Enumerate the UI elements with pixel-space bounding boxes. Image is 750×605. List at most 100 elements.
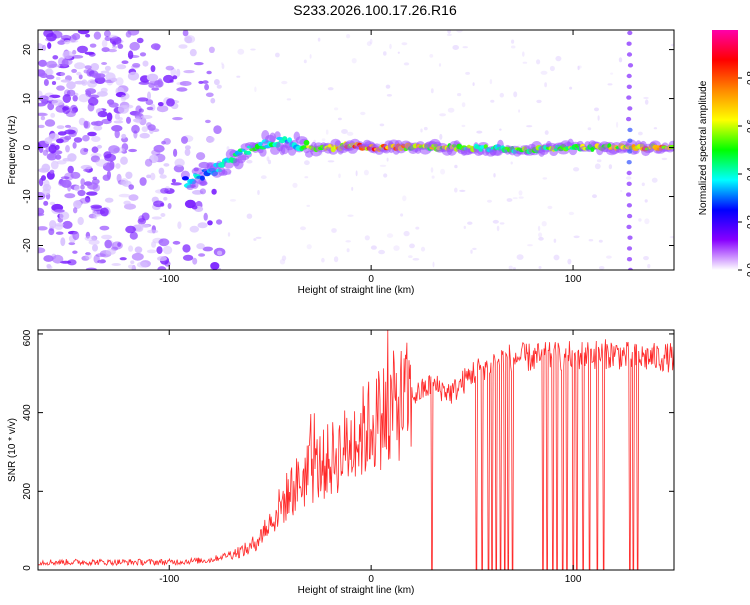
noise-blob: [64, 193, 76, 199]
noise-blob: [51, 81, 57, 85]
noise-blob: [286, 98, 292, 101]
noise-blob: [255, 236, 262, 239]
noise-blob: [573, 235, 580, 239]
noise-blob: [132, 63, 141, 68]
noise-blob: [46, 32, 57, 42]
noise-blob: [346, 131, 354, 136]
noise-blob: [118, 117, 123, 121]
noise-blob: [337, 117, 342, 121]
noise-blob: [60, 176, 70, 180]
spike-blob: [626, 52, 633, 57]
noise-blob: [99, 259, 106, 264]
noise-blob: [47, 96, 54, 102]
noise-blob: [472, 247, 477, 250]
noise-blob: [163, 245, 173, 255]
noise-blob: [60, 34, 72, 41]
noise-blob: [541, 221, 547, 227]
noise-blob: [490, 99, 495, 103]
noise-blob: [115, 91, 126, 98]
ridge-core: [287, 137, 292, 143]
noise-blob: [547, 205, 553, 210]
x-tick-label: 100: [565, 274, 582, 285]
noise-blob: [67, 259, 77, 266]
noise-blob: [145, 99, 154, 106]
noise-blob: [587, 127, 592, 131]
noise-blob: [553, 254, 560, 261]
noise-blob: [643, 256, 649, 261]
noise-blob: [116, 64, 127, 70]
noise-blob: [536, 59, 541, 65]
noise-blob: [73, 137, 83, 143]
colorbar-tick-label: 0.2: [746, 215, 750, 229]
noise-blob: [106, 112, 113, 122]
noise-blob: [108, 34, 118, 39]
noise-blob: [594, 163, 601, 170]
noise-blob: [638, 131, 643, 136]
noise-blob: [103, 151, 112, 159]
noise-blob: [100, 70, 110, 74]
noise-blob: [205, 92, 214, 98]
noise-blob: [327, 87, 334, 91]
noise-blob: [199, 188, 206, 195]
noise-blob: [121, 60, 129, 64]
noise-blob: [104, 65, 111, 71]
noise-blob: [202, 246, 213, 252]
noise-blob: [42, 188, 51, 196]
noise-blob: [526, 125, 533, 128]
noise-blob: [412, 258, 420, 261]
noise-blob: [111, 125, 123, 132]
noise-blob: [606, 255, 612, 259]
noise-blob: [512, 197, 518, 200]
noise-blob: [125, 171, 133, 179]
noise-blob: [549, 65, 555, 72]
noise-blob: [48, 228, 55, 236]
noise-blob: [74, 62, 86, 70]
noise-blob: [38, 145, 44, 153]
noise-blob: [55, 231, 64, 235]
noise-blob: [653, 127, 658, 130]
noise-blob: [346, 248, 350, 253]
noise-blob: [91, 136, 101, 142]
noise-blob: [46, 74, 55, 80]
noise-blob: [183, 35, 196, 44]
noise-blob: [568, 211, 575, 216]
noise-blob: [48, 133, 60, 141]
noise-blob: [72, 49, 77, 55]
ridge-halo: [221, 168, 232, 175]
ridge-core: [303, 139, 310, 146]
noise-blob: [496, 225, 500, 232]
noise-blob: [86, 191, 98, 196]
spike-blob: [626, 170, 632, 176]
noise-blob: [117, 43, 124, 49]
snr-x-label: Height of straight line (km): [298, 585, 415, 596]
noise-blob: [569, 86, 573, 90]
noise-blob: [80, 184, 85, 190]
noise-blob: [44, 119, 56, 127]
noise-blob: [110, 77, 118, 82]
noise-blob: [506, 198, 513, 202]
noise-blob: [117, 242, 122, 247]
noise-blob: [154, 80, 164, 88]
noise-blob: [112, 45, 118, 49]
noise-blob: [58, 57, 66, 66]
noise-blob: [538, 232, 543, 238]
noise-blob: [626, 176, 632, 180]
noise-blob: [64, 124, 72, 128]
colorbar-tick-label: 0.0: [746, 263, 750, 277]
noise-blob: [139, 132, 150, 139]
noise-blob: [87, 131, 97, 137]
noise-blob: [386, 94, 392, 97]
noise-blob: [401, 42, 408, 46]
noise-blob: [147, 124, 156, 131]
noise-blob: [641, 182, 645, 187]
noise-blob: [71, 55, 84, 59]
noise-blob: [55, 76, 61, 81]
noise-blob: [83, 168, 90, 172]
noise-blob: [153, 144, 165, 153]
noise-blob: [111, 241, 123, 250]
noise-blob: [341, 129, 348, 134]
noise-blob: [147, 91, 151, 100]
